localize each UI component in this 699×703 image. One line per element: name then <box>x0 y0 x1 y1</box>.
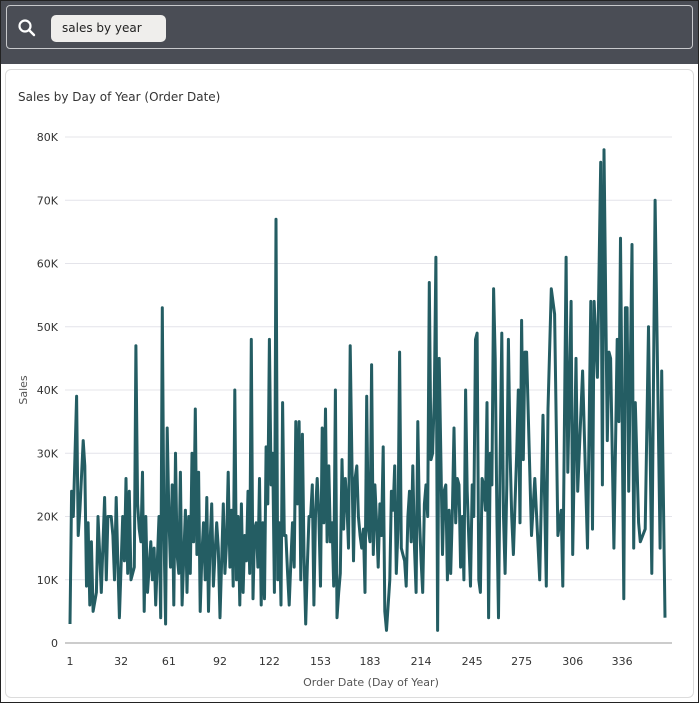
x-tick-label: 122 <box>259 655 280 668</box>
search-bar: sales by year <box>1 1 698 64</box>
x-tick-label: 275 <box>511 655 532 668</box>
y-tick-label: 80K <box>37 131 59 144</box>
y-tick-label: 40K <box>37 384 59 397</box>
x-axis-ticks: 1 32 61 92 122 153 183 214 245 275 306 336 <box>67 655 633 668</box>
y-tick-label: 0 <box>51 637 58 650</box>
x-tick-label: 306 <box>562 655 583 668</box>
search-query-chip[interactable]: sales by year <box>51 15 166 42</box>
x-tick-label: 32 <box>114 655 128 668</box>
y-tick-label: 10K <box>37 574 59 587</box>
y-tick-label: 60K <box>37 258 59 271</box>
x-tick-label: 1 <box>67 655 74 668</box>
y-tick-label: 20K <box>37 511 59 524</box>
x-tick-label: 92 <box>213 655 227 668</box>
x-tick-label: 245 <box>462 655 483 668</box>
y-tick-label: 50K <box>37 321 59 334</box>
search-icon[interactable] <box>17 18 37 38</box>
x-tick-label: 183 <box>359 655 380 668</box>
chart-title: Sales by Day of Year (Order Date) <box>18 90 221 104</box>
x-axis-label: Order Date (Day of Year) <box>303 676 439 689</box>
x-tick-label: 336 <box>612 655 633 668</box>
x-tick-label: 214 <box>411 655 432 668</box>
search-box[interactable]: sales by year <box>6 5 693 49</box>
y-tick-label: 70K <box>37 194 59 207</box>
y-axis-ticks: 0 10K 20K 30K 40K 50K 60K 70K 80K <box>37 131 59 650</box>
sales-line[interactable] <box>68 148 667 632</box>
y-axis-label: Sales <box>17 375 30 405</box>
x-tick-label: 61 <box>162 655 176 668</box>
y-tick-label: 30K <box>37 447 59 460</box>
x-tick-label: 153 <box>310 655 331 668</box>
